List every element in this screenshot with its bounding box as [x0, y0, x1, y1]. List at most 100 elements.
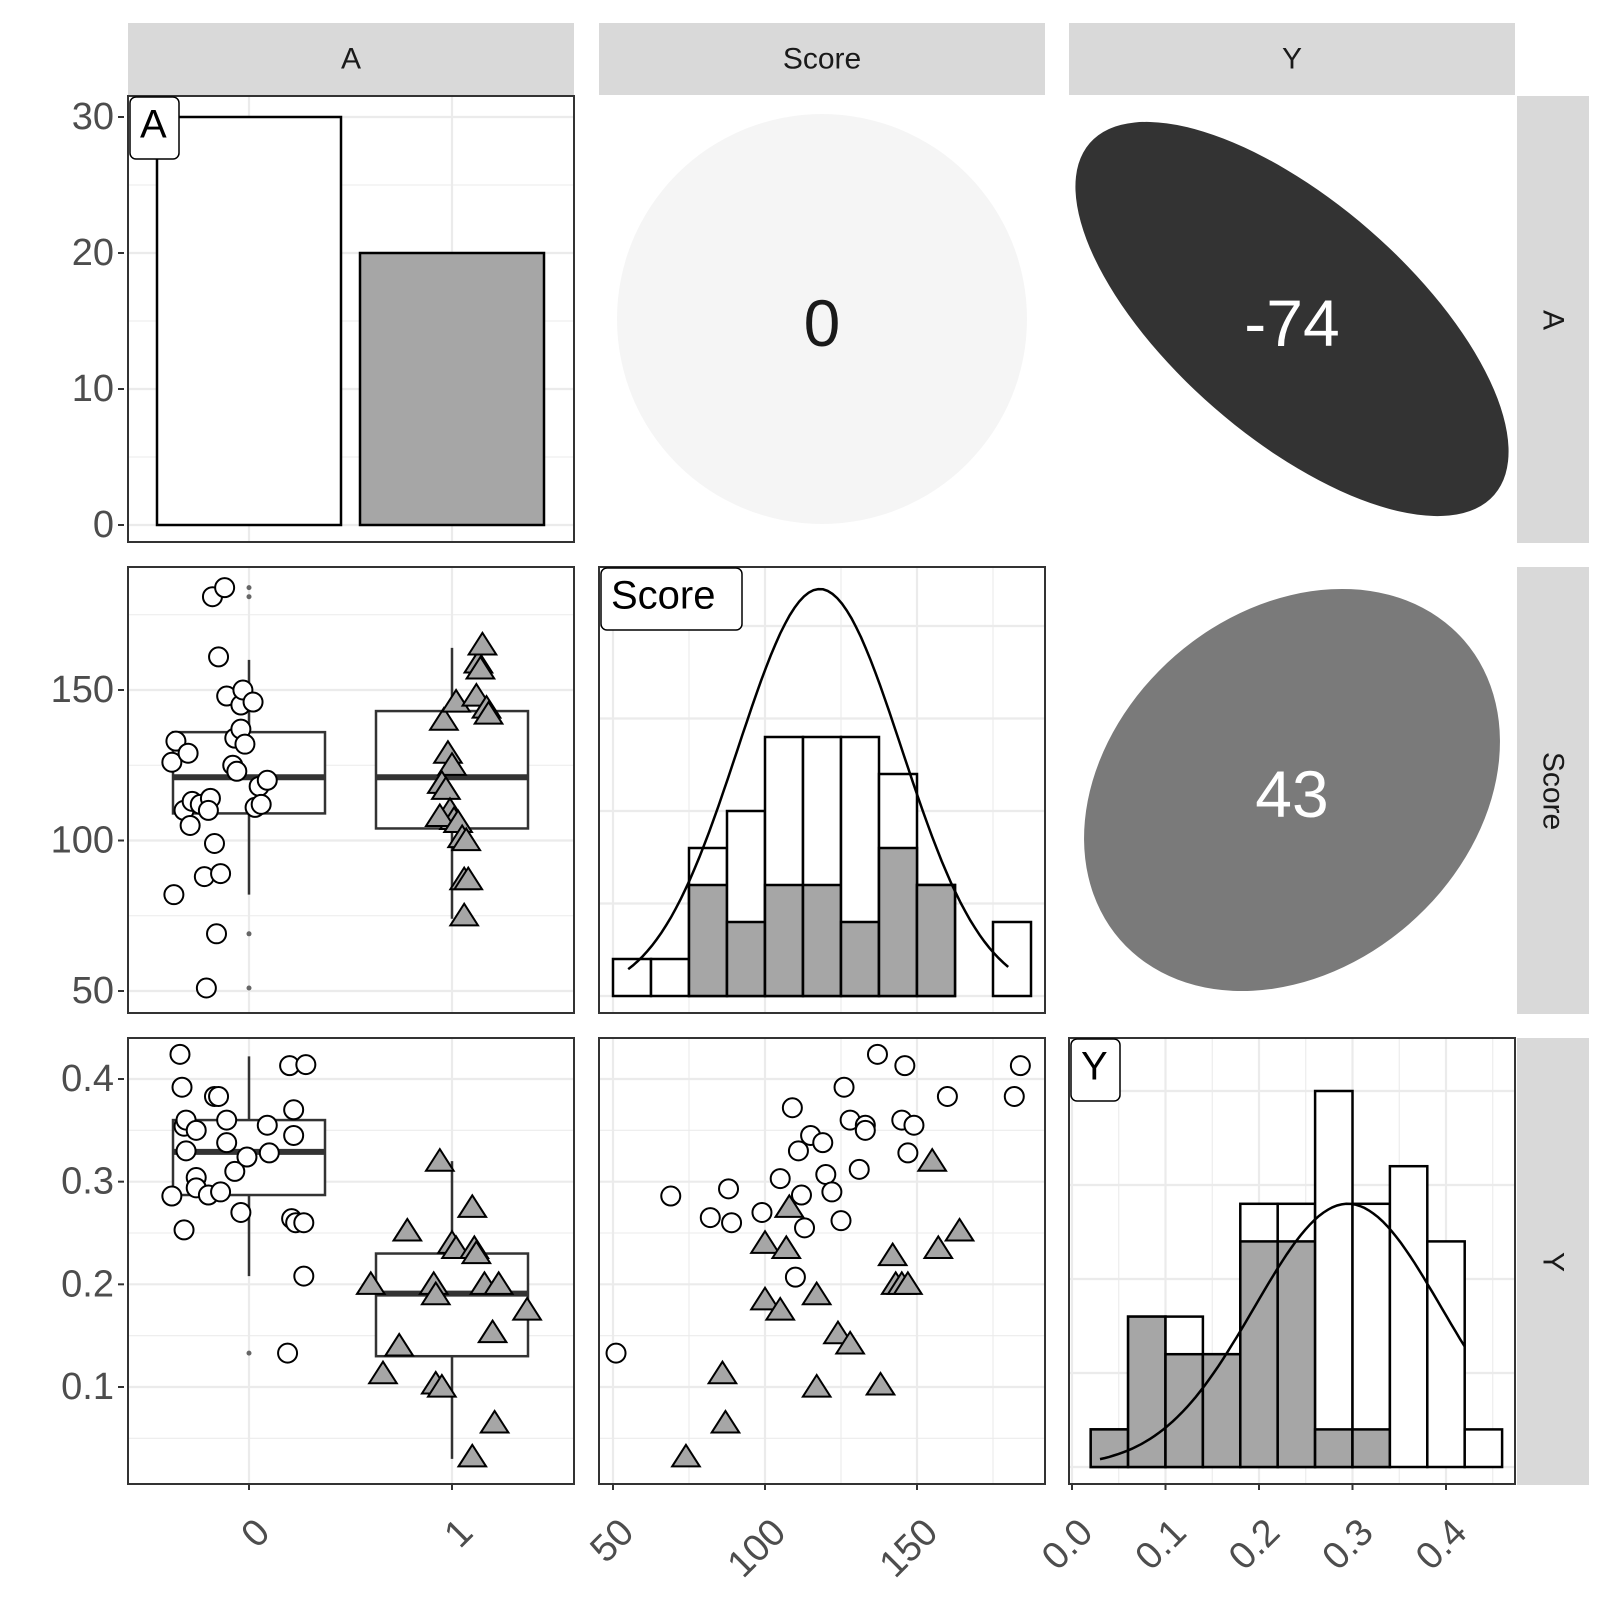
ytick-row1-30: 30: [72, 96, 114, 138]
scatter-pt0-16: [830, 1210, 852, 1232]
panel-a-y: [128, 1038, 574, 1484]
panel-a-score-ytick-2: 150: [51, 669, 114, 711]
panel-a-score-pt1-0: [428, 706, 460, 731]
panel-a-y-pt1-0: [355, 1270, 387, 1295]
panel-y-y-bin-0-group1: [1089, 1428, 1130, 1469]
corr-score-a-ellipse: [617, 114, 1027, 524]
scatter-pt0-3: [718, 1178, 740, 1200]
panel-label-a-text: A: [140, 103, 167, 147]
corr-score-a: 0: [617, 114, 1027, 524]
scatter-pt0-15: [821, 1181, 843, 1203]
corr-y-score-ellipse: [1084, 588, 1500, 992]
panel-a-y-pt1-7: [426, 1373, 458, 1398]
panel-score-score-label-box: [600, 567, 743, 631]
ytick-row1-10: 10: [72, 368, 114, 410]
xtick-col3-3: 0.3: [1315, 1511, 1382, 1578]
panel-y-y-bin-9-total: [1426, 1240, 1466, 1469]
scatter-pt1-2: [709, 1409, 742, 1434]
panel-a-score-pt0-14: [210, 863, 232, 885]
panel-a-score-outlier-0-0: [246, 594, 252, 600]
scatter-pt1-13: [877, 1241, 909, 1267]
panel-a-y-ytick-3: 0.4: [61, 1058, 114, 1100]
panel-score-score-label: Score: [600, 567, 743, 631]
panel-a-score-pt0-30: [163, 884, 185, 906]
panel-a-y-pt0-6: [173, 1219, 195, 1241]
panel-a-score-pt1-2: [436, 751, 468, 776]
strip-row-score: Score: [1537, 752, 1570, 830]
panel-y-y-density-curve: [1099, 1202, 1466, 1461]
panel-a-y-pt0-29: [277, 1342, 299, 1364]
panel-a-score-outlier-0-2: [246, 931, 252, 937]
strip-row-a: A: [1537, 310, 1570, 330]
panel-a-y-pt0-17: [230, 1201, 252, 1223]
xtick-col3-0: 0.0: [1034, 1511, 1101, 1578]
panel-a-score-pt0-16: [214, 577, 236, 599]
panel-a-score-pt0-4: [179, 814, 201, 836]
ytick-row1-20: 20: [72, 232, 114, 274]
panel-a-score-pt1-4: [430, 775, 462, 800]
panel-a-y-ytick-1: 0.2: [61, 1263, 114, 1305]
panel-a-y-pt0-20: [258, 1142, 280, 1164]
panel-a-y-pt1-17: [476, 1318, 509, 1344]
panel-a-y-outlier-0-0: [246, 1350, 252, 1356]
scatter-pt1-7: [773, 1193, 805, 1218]
scatter-pt0-11: [794, 1217, 816, 1239]
panel-a-score-pt0-28: [250, 793, 272, 815]
scatter-pt1-19: [943, 1217, 976, 1242]
panel-a-y-pt0-23: [283, 1124, 305, 1146]
scatter-pt0-7: [781, 1097, 803, 1119]
scatter-pt1-10: [822, 1319, 854, 1345]
corr-y-a-ellipse: [1075, 121, 1509, 517]
xtick-col1-0: 0: [233, 1511, 278, 1556]
panel-a-y-pt1-13: [460, 1239, 492, 1265]
panel-a-score-pt0-20: [226, 760, 248, 782]
panel-a-a: [128, 96, 574, 542]
corr-y-a-value: -74: [1244, 286, 1339, 360]
scatter-pt0-8: [784, 1266, 806, 1288]
panel-a-score-pt1-20: [448, 901, 480, 927]
panel-a-y-ytick-0: 0.1: [61, 1366, 114, 1408]
scatter-pt1-4: [749, 1229, 781, 1254]
panel-y-y-bin-5-group1: [1276, 1240, 1317, 1469]
panel-a-y-pt0-13: [210, 1181, 232, 1203]
panel-a-y-pt0-19: [256, 1114, 278, 1136]
panel-score-score-bin-7-group1: [877, 846, 919, 998]
panel-score-y: [599, 1038, 1045, 1484]
panel-score-score-frame: [598, 566, 1046, 1014]
panel-score-score-density-curve: [627, 587, 1010, 971]
scatter-pt0-25: [897, 1142, 919, 1164]
panel-y-y-bin-7-total: [1351, 1202, 1392, 1469]
panel-a-y-pt1-19: [483, 1270, 515, 1295]
panel-a-score-pt1-19: [472, 700, 505, 725]
scatter-pt0-19: [848, 1158, 870, 1180]
panel-a-y-pt1-2: [383, 1332, 415, 1357]
scatter-pt1-11: [834, 1330, 866, 1355]
scatter-pt0-5: [751, 1201, 773, 1223]
scatter-pt1-3: [749, 1285, 781, 1311]
panel-a-score-pt1-12: [452, 865, 484, 891]
scatter-pt0-6: [769, 1168, 791, 1190]
strip-row-y: Y: [1537, 1252, 1570, 1272]
panel-a-score-pt0-24: [234, 733, 256, 755]
corr-y-score-value: 43: [1255, 757, 1328, 831]
panel-a-y-pt0-16: [224, 1160, 246, 1182]
panel-y-y-bin-1-group1: [1126, 1315, 1167, 1469]
panel-y-y-bin-3-group1: [1201, 1352, 1242, 1469]
panel-a-y-pt0-27: [293, 1212, 315, 1234]
corr-y-a: -74: [1075, 121, 1509, 517]
panel-score-score-label-text: Score: [611, 574, 716, 618]
panel-score-y-frame: [598, 1037, 1046, 1485]
scatter-pt0-21: [854, 1119, 876, 1141]
panel-a-y-pt0-7: [185, 1119, 207, 1141]
scatter-pt0-22: [866, 1043, 888, 1065]
panel-y-y-label-text: Y: [1081, 1045, 1108, 1089]
panel-a-score-pt1-16: [464, 655, 497, 680]
scatter-pt1-12: [864, 1371, 897, 1396]
panel-a-y-pt0-26: [295, 1054, 317, 1076]
panel-a-score-ytick-1: 100: [51, 820, 114, 862]
panel-a-y-pt0-2: [171, 1076, 193, 1098]
xtick-col3-2: 0.2: [1221, 1511, 1288, 1578]
panel-a-y-pt0-15: [216, 1109, 238, 1131]
panel-score-score-bin-1-total: [649, 957, 691, 998]
